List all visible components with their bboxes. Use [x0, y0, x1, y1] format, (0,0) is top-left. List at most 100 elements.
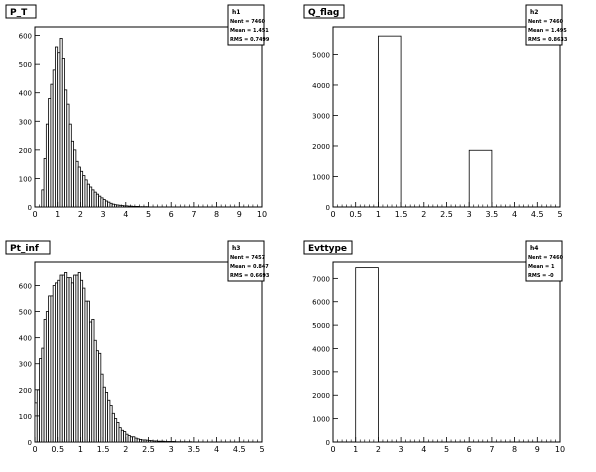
- x-tick-label: 9: [535, 445, 540, 454]
- x-tick-label: 8: [214, 210, 219, 219]
- x-tick-label: 2: [78, 210, 83, 219]
- x-tick-label: 3.5: [486, 210, 499, 219]
- y-axis-ticks: 0 1000 2000 3000 4000 5000: [312, 51, 338, 212]
- y-tick-label: 5000: [312, 51, 330, 59]
- x-tick-label: 7: [489, 445, 494, 454]
- y-axis-ticks: 0 100 200 300 400 500 600: [19, 282, 40, 447]
- y-tick-label: 1000: [312, 416, 330, 424]
- y-tick-label: 5000: [312, 322, 330, 330]
- x-tick-label: 5: [557, 210, 562, 219]
- x-axis-ticks: 0 0.5 1 1.5 2 2.5 3 3.5 4 4.5 5: [32, 437, 265, 454]
- x-tick-label: 0: [330, 445, 335, 454]
- title-box: [303, 4, 345, 19]
- y-tick-label: 4000: [312, 82, 330, 90]
- stats-box: [227, 4, 265, 46]
- histogram-bin: [468, 149, 493, 208]
- y-tick-label: 500: [19, 309, 32, 317]
- x-tick-label: 1: [55, 210, 60, 219]
- x-tick-label: 4: [512, 210, 517, 219]
- x-tick-label: 2: [376, 445, 381, 454]
- histogram-title: Q_flag: [308, 8, 339, 18]
- stats-box: [227, 240, 265, 282]
- x-tick-label: 4: [421, 445, 426, 454]
- x-tick-label: 3: [101, 210, 106, 219]
- y-tick-label: 100: [19, 413, 32, 421]
- y-tick-label: 3000: [312, 369, 330, 377]
- x-tick-label: 1: [376, 210, 381, 219]
- x-tick-label: 0.5: [349, 210, 362, 219]
- x-tick-label: 8: [512, 445, 517, 454]
- x-tick-label: 2: [421, 210, 426, 219]
- y-tick-label: 600: [19, 33, 32, 41]
- y-tick-label: 3000: [312, 112, 330, 120]
- stats-name: h3: [232, 245, 240, 252]
- histogram-title: P_T: [10, 8, 28, 18]
- y-tick-label: 500: [19, 61, 32, 69]
- x-tick-label: 2.5: [142, 445, 155, 454]
- title-box: [5, 4, 37, 19]
- x-tick-label: 1: [353, 445, 358, 454]
- title-box: [5, 240, 51, 255]
- x-tick-label: 4.5: [233, 445, 246, 454]
- stats-entries: Nent = 7460: [528, 19, 564, 25]
- histogram-bin: [355, 267, 379, 443]
- histogram-title: Evttype: [308, 244, 347, 254]
- y-tick-label: 400: [19, 90, 32, 98]
- y-tick-label: 300: [19, 361, 32, 369]
- histogram-bins: [355, 267, 379, 443]
- x-tick-label: 4: [214, 445, 219, 454]
- stats-entries: Nent = 7460: [230, 19, 266, 25]
- x-tick-label: 1.5: [97, 445, 110, 454]
- stats-rms: RMS = -0: [528, 273, 554, 279]
- x-tick-label: 10: [555, 445, 565, 454]
- x-tick-label: 7: [191, 210, 196, 219]
- y-tick-label: 300: [19, 118, 32, 126]
- x-tick-label: 1: [78, 445, 83, 454]
- stats-name: h2: [530, 9, 538, 16]
- stats-box: [525, 4, 563, 46]
- y-axis-ticks: 0 1000 2000 3000 4000 5000 6000 7000: [312, 275, 338, 447]
- stats-rms: RMS = 0.6693: [230, 273, 270, 279]
- histogram-bins: [377, 35, 493, 208]
- x-tick-label: 4: [123, 210, 128, 219]
- x-tick-label: 5: [259, 445, 264, 454]
- x-tick-label: 0: [32, 445, 37, 454]
- histogram-bins: [34, 272, 193, 443]
- x-tick-label: 5: [146, 210, 151, 219]
- x-tick-label: 9: [237, 210, 242, 219]
- x-tick-label: 3: [169, 445, 174, 454]
- y-tick-label: 2000: [312, 392, 330, 400]
- y-tick-label: 0: [326, 439, 330, 447]
- x-tick-label: 5: [444, 445, 449, 454]
- x-tick-label: 6: [169, 210, 174, 219]
- x-tick-label: 6: [467, 445, 472, 454]
- x-tick-label: 0: [32, 210, 37, 219]
- y-tick-label: 200: [19, 147, 32, 155]
- panel-pt-inf: 0 0.5 1 1.5 2 2.5 3 3.5 4 4.5 5 0 100 200 300 400 500 60…: [5, 240, 270, 454]
- stats-mean: Mean = 0.847: [230, 264, 269, 270]
- x-axis-ticks: 0 1 2 3 4 5 6 7 8 9 10: [330, 437, 565, 454]
- y-tick-label: 0: [326, 204, 330, 212]
- x-tick-label: 0.5: [51, 445, 64, 454]
- y-tick-label: 2000: [312, 143, 330, 151]
- x-tick-label: 1.5: [395, 210, 408, 219]
- y-tick-label: 0: [28, 439, 32, 447]
- x-tick-label: 4.5: [531, 210, 544, 219]
- stats-mean: Mean = 1.495: [528, 28, 567, 34]
- stats-mean: Mean = 1: [528, 264, 555, 270]
- y-tick-label: 0: [28, 204, 32, 212]
- stats-rms: RMS = 0.7499: [230, 37, 270, 43]
- y-tick-label: 4000: [312, 345, 330, 353]
- x-tick-label: 2.5: [440, 210, 453, 219]
- x-tick-label: 0: [330, 210, 335, 219]
- stats-rms: RMS = 0.8633: [528, 37, 568, 43]
- y-axis-ticks: 0 100 200 300 400 500 600: [19, 33, 40, 212]
- stats-name: h1: [232, 9, 240, 16]
- x-axis-ticks: 0 1 2 3 4 5 6 7 8 9 10: [32, 202, 267, 219]
- x-tick-label: 10: [257, 210, 267, 219]
- panel-evttype: 0 1 2 3 4 5 6 7 8 9 10 0 1000 2000 3000 4000 5000 6000 70…: [303, 240, 565, 454]
- x-tick-label: 2: [123, 445, 128, 454]
- histogram-bin: [377, 35, 402, 208]
